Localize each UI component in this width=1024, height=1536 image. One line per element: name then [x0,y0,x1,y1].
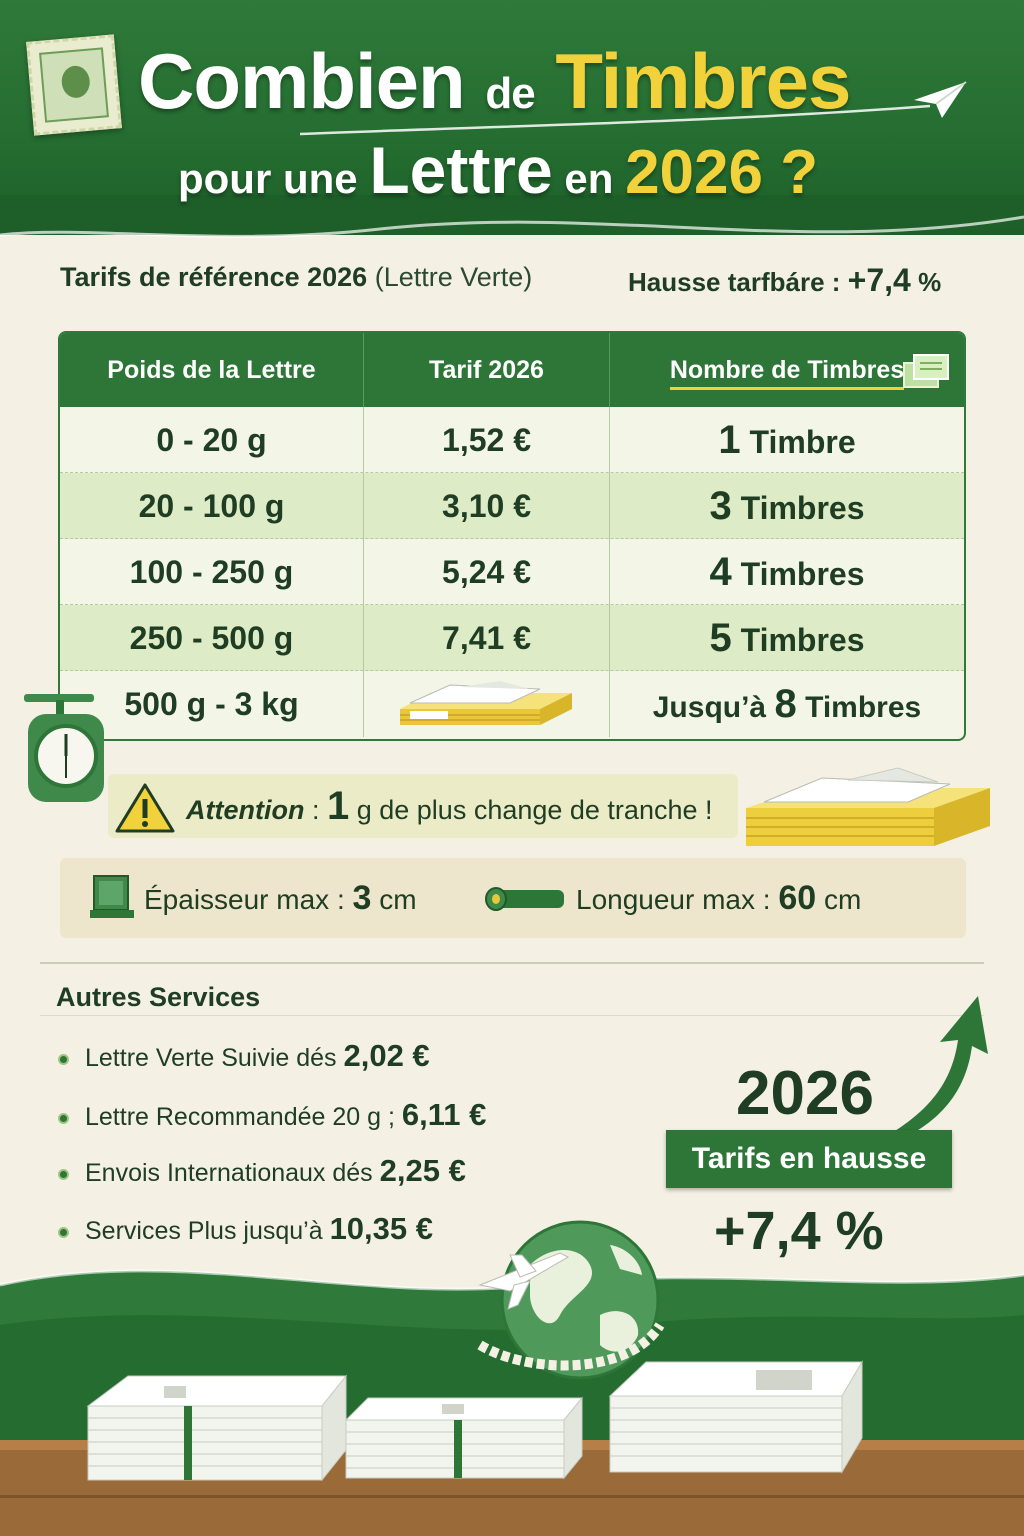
envelopes-icon [746,767,990,846]
table-row: 250 - 500 g 7,41 € 5 Timbres [60,605,964,671]
service-item: Lettre Verte Suivie dés 2,02 € [58,1038,430,1074]
dimensions-box: Épaisseur max : 3 cm Longueur max : 60 c… [60,858,966,938]
book-icon [90,875,134,918]
paper-plane-icon [914,81,967,118]
warning-text: Attention : 1 g de plus change de tranch… [186,784,713,828]
table-row: 500 g - 3 kg Jusqu’à 8 Timbres [60,671,964,737]
cell-count: 1 Timbre [609,407,964,473]
cell-weight: 250 - 500 g [129,620,294,656]
thickness-text: Épaisseur max : 3 cm [144,879,417,917]
stamp-icon [26,34,122,136]
table-row: 100 - 250 g 5,24 € 4 Timbres [60,539,964,605]
cell-weight: 20 - 100 g [138,488,285,524]
cell-price: 1,52 € [363,407,609,473]
cell-price: 3,10 € [363,473,609,539]
arrow-up-icon [880,996,988,1142]
warning-icon [115,783,175,833]
table-header: Poids de la Lettre Tarif 2026 Nombre de … [60,333,964,407]
letter-stack-right [608,1360,863,1474]
reference-label: Tarifs de référence 2026 (Lettre Verte) [60,262,533,292]
section-divider [40,1015,984,1016]
service-item: Lettre Recommandée 20 g ; 6,11 € [58,1097,486,1133]
section-divider [40,962,984,964]
table-row: 0 - 20 g 1,52 € 1 Timbre [60,407,964,473]
header-wave [0,195,1024,238]
cell-price: 7,41 € [363,605,609,671]
cell-price: 5,24 € [363,539,609,605]
header-count: Nombre de Timbres [609,333,964,407]
tube-icon [485,887,564,911]
bullet-icon [58,1168,69,1180]
scale-icon [24,694,104,802]
package-icon [400,681,572,725]
service-item: Envois Internationaux dés 2,25 € [58,1153,466,1189]
bullet-icon [58,1053,69,1065]
badge-value: +7,4 % [714,1201,884,1261]
increase-label: Hausse tarfbáre : +7,4 % [628,262,942,298]
letter-stack-left [86,1374,348,1482]
header-weight: Poids de la Lettre [107,356,316,384]
warning-banner: Attention : 1 g de plus change de tranch… [108,774,738,838]
cell-weight: 100 - 250 g [129,554,294,590]
page-subtitle: pour une Lettre en 2026 ? [178,133,819,207]
bullet-icon [58,1112,69,1124]
cell-weight: 0 - 20 g [156,422,267,458]
service-item: Services Plus jusqu’à 10,35 € [58,1211,433,1247]
badge-year: 2026 [736,1059,874,1128]
cell-count: 5 Timbres [609,605,964,671]
cell-count: Jusqu’à 8 Timbres [609,671,964,737]
page-title: Combien de Timbres [138,37,851,125]
bullet-icon [58,1226,69,1238]
airplane-icon [478,1252,570,1310]
cell-count: 3 Timbres [609,473,964,539]
stamps-icon [903,354,949,388]
cell-count: 4 Timbres [609,539,964,605]
services-title: Autres Services [56,982,261,1012]
cell-price [363,671,609,737]
table-row: 20 - 100 g 3,10 € 3 Timbres [60,473,964,539]
cell-weight: 500 g - 3 kg [124,686,299,722]
increase-badge: Tarifs en hausse [666,1130,952,1188]
title-swoosh [300,104,931,136]
letter-stack-middle [344,1396,584,1480]
rates-table: Poids de la Lettre Tarif 2026 Nombre de … [58,331,966,741]
globe-icon [477,1220,665,1380]
length-text: Longueur max : 60 cm [576,879,862,917]
header-price: Tarif 2026 [363,333,609,407]
